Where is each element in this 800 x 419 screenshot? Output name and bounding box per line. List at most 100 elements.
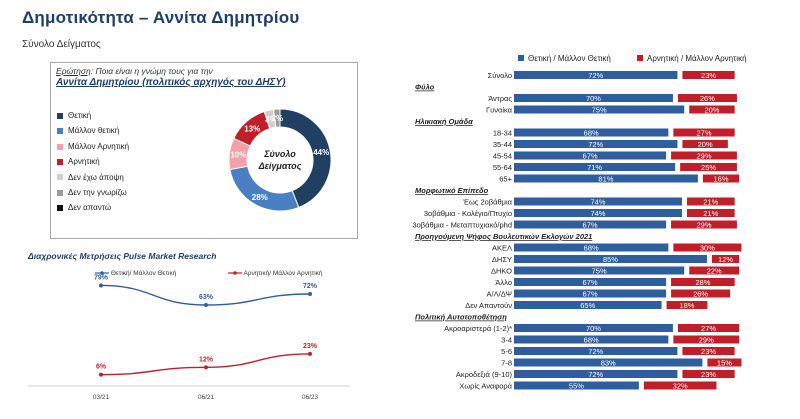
- bar-group-header: Μορφωτικό Επίπεδο: [415, 186, 489, 195]
- bar-positive-label: 72%: [588, 370, 603, 379]
- bar-positive: [514, 289, 667, 298]
- donut-data-label: 2%: [272, 114, 284, 123]
- legend-label: Δεν απαντώ: [68, 203, 112, 213]
- bar-positive-label: 67%: [583, 221, 598, 230]
- trend-legend-negative-label: Αρνητική/ Μάλλον Αρνητική: [243, 270, 323, 277]
- bar-negative: [673, 243, 742, 252]
- bar-row-label: Δεν Απαντούν: [465, 301, 512, 310]
- page-subtitle: Σύνολο Δείγματος: [22, 39, 101, 50]
- question-subject: Αννίτα Δημητρίου (πολιτικός αρχηγός του …: [56, 77, 286, 88]
- legend-label: Δεν έχω άποψη: [68, 172, 124, 182]
- bar-positive-label: 71%: [587, 163, 602, 172]
- bar-negative: [682, 71, 735, 79]
- legend-label: Μάλλον Αρνητική: [68, 141, 130, 151]
- donut-data-label: 28%: [252, 193, 268, 202]
- bar-positive: [514, 335, 669, 344]
- trend-legend-negative: Αρνητική/ Μάλλον Αρνητική: [228, 270, 323, 277]
- trend-chart: 03/21 06/21 06/23 79% 63% 72% 6% 12% 23%: [28, 274, 350, 401]
- bar-negative: [671, 278, 735, 286]
- bar-row-label: Σύνολο: [488, 71, 512, 80]
- bar-row-label: Χωρίς Αναφορά: [459, 382, 512, 391]
- bar-legend-positive: Θετική / Μάλλον Θετική: [528, 54, 611, 63]
- legend-swatch: [57, 112, 63, 119]
- bar-row-label: Έως 2οβάθμια: [462, 198, 513, 207]
- bar-negative-label: 16%: [714, 175, 729, 184]
- donut-slice: [273, 108, 281, 128]
- bar-negative-label: 28%: [695, 278, 710, 287]
- bar-negative: [673, 128, 735, 137]
- question-text: : Ποια είναι η γνώμη τους για την: [90, 66, 213, 76]
- bar-row-label: Ακροαριστερά (1-2)*: [444, 324, 512, 333]
- bar-negative: [643, 381, 717, 390]
- bar-negative-label: 27%: [696, 129, 711, 138]
- bar-row-label: 3οβάθμια - Κολέγιο/Πτυχίο: [424, 209, 512, 218]
- trend-point: [204, 303, 208, 307]
- bar-legend-swatch-positive: [518, 55, 524, 61]
- trend-point: [99, 283, 103, 288]
- x-tick-label: 06/23: [302, 394, 319, 401]
- legend-swatch: [57, 174, 63, 181]
- bar-positive-label: 74%: [590, 198, 605, 207]
- donut-legend-item: Αρνητική: [57, 157, 100, 166]
- bar-negative-label: 26%: [700, 94, 715, 103]
- trend-legend-positive: Θετική/ Μάλλον Θετική: [95, 270, 176, 277]
- bar-negative-label: 29%: [699, 336, 714, 345]
- bar-positive: [514, 209, 682, 217]
- bar-negative: [702, 174, 740, 183]
- bar-positive-label: 67%: [583, 290, 598, 299]
- bar-row-label: 7-8: [501, 359, 512, 368]
- donut-data-label: 44%: [313, 148, 329, 157]
- bar-negative: [677, 94, 737, 102]
- bar-positive: [514, 358, 703, 367]
- bar-negative: [682, 140, 728, 148]
- bar-negative: [666, 301, 708, 309]
- bar-positive: [514, 301, 662, 309]
- bar-positive-label: 70%: [586, 324, 601, 333]
- bar-positive: [514, 140, 678, 148]
- legend-swatch: [57, 128, 63, 135]
- trend-point: [308, 351, 312, 356]
- bar-positive-label: 65%: [580, 301, 595, 310]
- bar-positive: [514, 94, 673, 102]
- bar-positive-label: 68%: [584, 129, 599, 138]
- bar-row-label: Άντρας: [488, 94, 512, 103]
- trend-title: Διαχρονικές Μετρήσεις Pulse Market Resea…: [28, 251, 217, 261]
- bar-row-label: 45-54: [493, 152, 512, 161]
- bar-positive-label: 85%: [603, 255, 618, 264]
- page-title: Δημοτικότητα – Αννίτα Δημητρίου: [22, 8, 300, 27]
- donut-data-label: 13%: [244, 124, 260, 133]
- bar-negative: [680, 163, 737, 171]
- donut-center-label: Δείγματος: [258, 161, 302, 171]
- bar-row-label: 5-6: [501, 347, 512, 356]
- donut-legend-item: Μάλλον θετική: [57, 126, 119, 135]
- bar-negative-label: 30%: [700, 244, 715, 253]
- bar-negative-label: 12%: [718, 255, 733, 264]
- bar-negative: [686, 209, 735, 217]
- bar-positive: [514, 381, 639, 390]
- bar-negative-label: 15%: [717, 359, 732, 368]
- bar-positive: [514, 266, 685, 275]
- bar-positive-label: 83%: [601, 359, 616, 368]
- bar-negative: [707, 358, 742, 367]
- bar-row-label: 3οβάθμια - Μεταπτυχιακό/phd: [412, 221, 512, 230]
- trend-data-label: 72%: [303, 283, 318, 290]
- bar-negative: [671, 289, 731, 298]
- bar-positive-label: 67%: [583, 152, 598, 161]
- legend-swatch: [57, 159, 63, 166]
- bar-positive-label: 70%: [586, 94, 601, 103]
- legend-label: Μάλλον θετική: [68, 126, 120, 136]
- bar-negative: [673, 335, 740, 344]
- trend-legend-positive-label: Θετική/ Μάλλον Θετική: [110, 270, 177, 277]
- bar-positive: [514, 128, 669, 137]
- bar-row-label: ΔΗΚΟ: [491, 267, 512, 276]
- bar-row-label: Α/Λ/ΔΨ: [487, 290, 512, 299]
- bar-negative: [689, 105, 735, 114]
- bar-positive: [514, 324, 673, 332]
- bar-row-label: ΑΚΕΛ: [492, 244, 512, 253]
- bar-legend-negative: Αρνητική / Μάλλον Αρνητική: [647, 54, 747, 63]
- bar-negative-label: 29%: [696, 152, 711, 161]
- bar-positive: [514, 163, 676, 171]
- bar-positive: [514, 347, 678, 355]
- bar-row-label: 3-4: [501, 336, 512, 345]
- x-tick-label: 03/21: [93, 394, 110, 401]
